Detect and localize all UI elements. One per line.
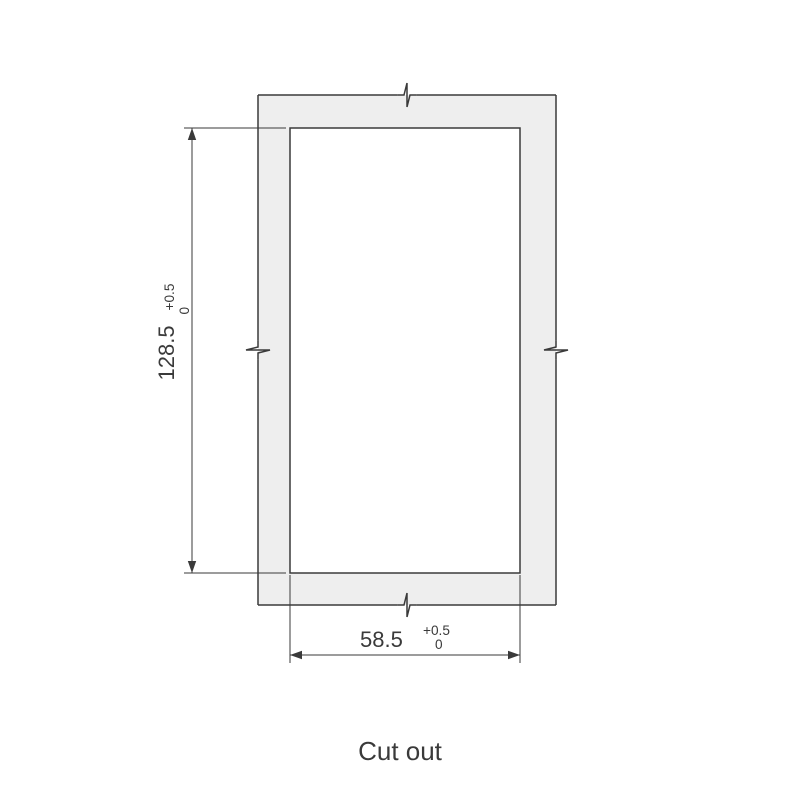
arrow-head [188,561,196,573]
width-tol-upper: +0.5 [423,623,450,638]
width-tol-lower: 0 [435,637,443,652]
cutout-drawing: 128.5+0.5058.5+0.50Cut out [0,0,800,800]
diagram-title: Cut out [358,736,443,766]
arrow-head [290,651,302,659]
height-tol-upper: +0.5 [162,284,177,311]
width-value: 58.5 [360,627,403,652]
arrow-head [188,128,196,140]
height-tol-lower: 0 [177,307,192,315]
inner-cutout [290,128,520,573]
height-value: 128.5 [154,325,179,380]
arrow-head [508,651,520,659]
